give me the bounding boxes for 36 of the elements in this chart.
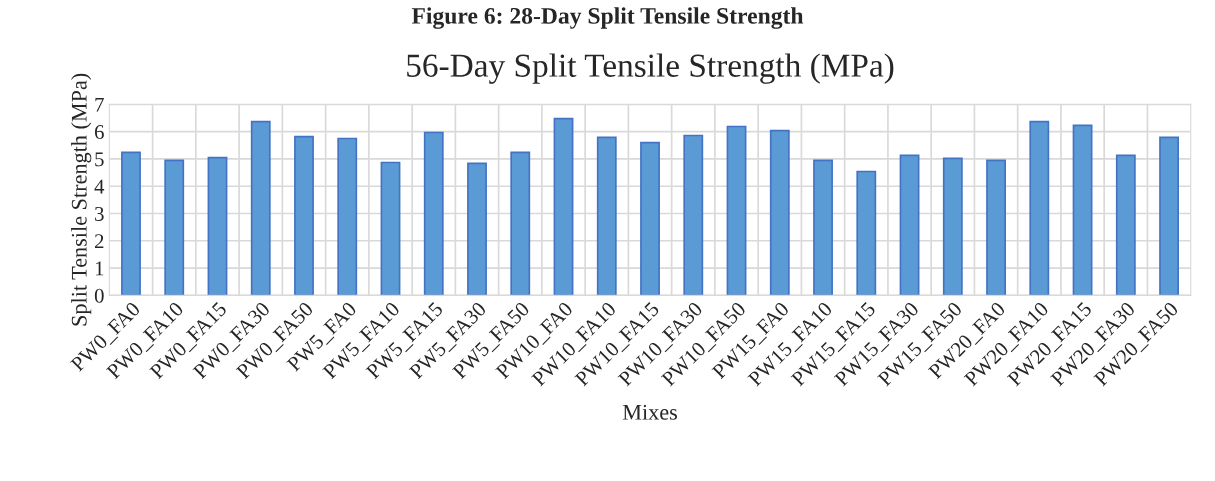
y-tick-label: 1 [95, 261, 104, 276]
bar [337, 137, 358, 296]
y-tick-label: 2 [94, 234, 104, 248]
y-tick-label: 6 [94, 125, 104, 140]
bar [986, 159, 1006, 296]
bar [510, 151, 531, 296]
bar [769, 129, 790, 296]
x-axis-title: Mixes [622, 404, 677, 420]
bar [899, 154, 920, 296]
bar [856, 170, 877, 296]
y-tick-label: 4 [94, 179, 105, 194]
bar [423, 131, 444, 296]
bar [207, 156, 228, 296]
y-tick-label: 3 [95, 206, 104, 221]
bar [813, 159, 833, 296]
y-tick-label: 0 [94, 288, 104, 303]
bar [1115, 154, 1136, 296]
bar [683, 134, 704, 296]
bar [250, 120, 271, 296]
bar [596, 136, 617, 296]
bar [1072, 124, 1093, 296]
y-tick-label: 7 [95, 97, 104, 112]
y-tick-label: 5 [95, 152, 104, 167]
bar [380, 161, 401, 296]
bar [1029, 120, 1050, 296]
bar [640, 141, 660, 296]
bar [467, 162, 487, 296]
caption: Figure 6: 28-Day Split Tensile Strength [411, 7, 804, 29]
bar [294, 135, 314, 296]
bar [553, 117, 574, 296]
chart-title: 56-Day Split Tensile Strength (MPa) [407, 53, 894, 84]
bar [942, 157, 963, 296]
bar [121, 151, 141, 296]
bar [1159, 136, 1179, 296]
bar [726, 125, 747, 296]
bar [164, 159, 185, 296]
